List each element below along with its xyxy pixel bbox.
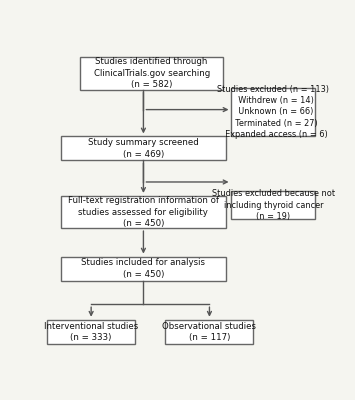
- FancyBboxPatch shape: [231, 191, 315, 219]
- Text: Full-text registration information of
studies assessed for eligibility
(n = 450): Full-text registration information of st…: [68, 196, 219, 228]
- Text: Studies excluded (n = 113)
  Withdrew (n = 14)
  Unknown (n = 66)
  Terminated (: Studies excluded (n = 113) Withdrew (n =…: [217, 84, 329, 139]
- FancyBboxPatch shape: [61, 196, 226, 228]
- Text: Study summary screened
(n = 469): Study summary screened (n = 469): [88, 138, 199, 159]
- Text: Studies included for analysis
(n = 450): Studies included for analysis (n = 450): [81, 258, 206, 279]
- FancyBboxPatch shape: [80, 57, 223, 90]
- FancyBboxPatch shape: [231, 88, 315, 136]
- FancyBboxPatch shape: [61, 256, 226, 280]
- FancyBboxPatch shape: [47, 320, 135, 344]
- Text: Interventional studies
(n = 333): Interventional studies (n = 333): [44, 322, 138, 342]
- Text: Studies identified through
ClinicalTrials.gov searching
(n = 582): Studies identified through ClinicalTrial…: [94, 58, 210, 89]
- Text: Observational studies
(n = 117): Observational studies (n = 117): [163, 322, 256, 342]
- Text: Studies excluded because not
including thyroid cancer
(n = 19): Studies excluded because not including t…: [212, 189, 335, 221]
- FancyBboxPatch shape: [165, 320, 253, 344]
- FancyBboxPatch shape: [61, 136, 226, 160]
